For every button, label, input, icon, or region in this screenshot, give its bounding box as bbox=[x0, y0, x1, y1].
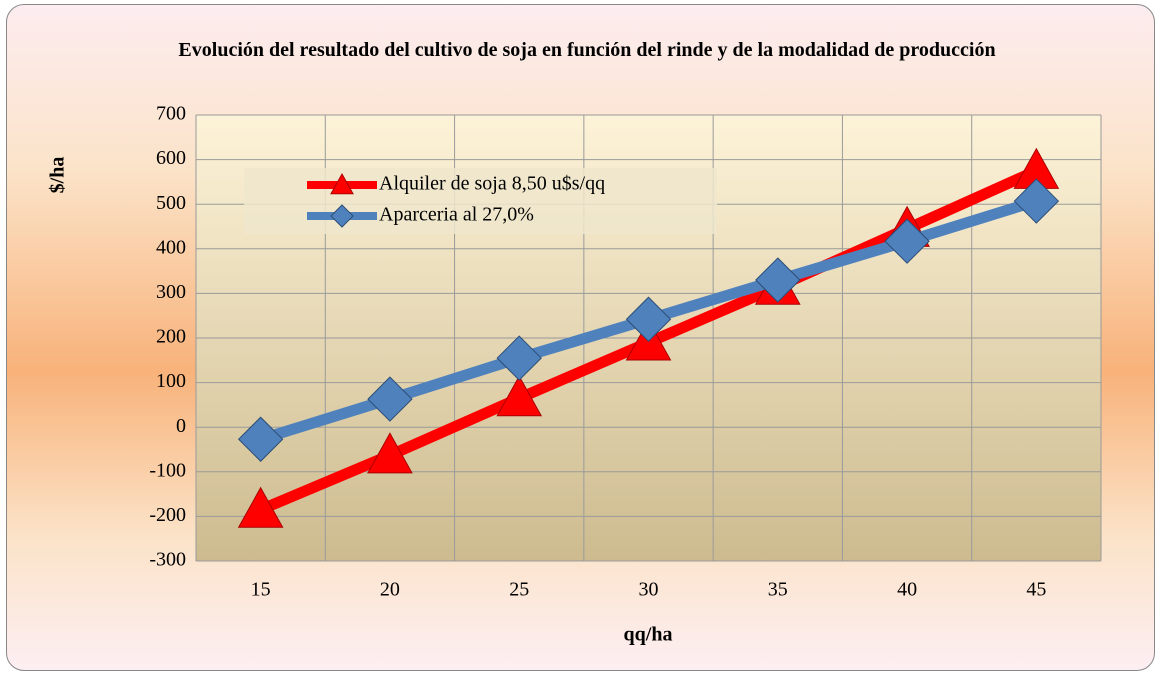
y-tick-label: 700 bbox=[156, 103, 186, 125]
marker bbox=[496, 375, 543, 417]
y-tick-label: -200 bbox=[149, 504, 186, 526]
y-tick-label: -300 bbox=[149, 549, 186, 571]
x-tick-label: 20 bbox=[380, 579, 400, 601]
x-tick-label: 25 bbox=[509, 579, 529, 601]
marker bbox=[1013, 178, 1060, 224]
marker bbox=[496, 335, 542, 381]
marker bbox=[625, 296, 672, 342]
y-tick-label: 600 bbox=[156, 147, 186, 169]
marker bbox=[330, 172, 354, 195]
y-tick-label: 100 bbox=[156, 370, 186, 392]
x-tick-label: 35 bbox=[768, 579, 788, 601]
legend-label: Aparceria al 27,0% bbox=[379, 204, 534, 226]
x-tick-label: 30 bbox=[639, 579, 659, 601]
x-tick-label: 40 bbox=[897, 579, 917, 601]
y-axis-title: $/ha bbox=[47, 157, 69, 194]
y-tick-label: 500 bbox=[156, 192, 186, 214]
chart-title: Evolución del resultado del cultivo de s… bbox=[178, 39, 996, 61]
y-tick-label: 200 bbox=[156, 326, 186, 348]
marker bbox=[367, 432, 413, 474]
legend-label: Alquiler de soja 8,50 u$s/qq bbox=[379, 173, 605, 195]
marker bbox=[755, 257, 801, 303]
marker bbox=[367, 376, 413, 422]
marker bbox=[237, 416, 284, 462]
y-tick-label: 400 bbox=[156, 236, 186, 258]
x-tick-label: 45 bbox=[1026, 579, 1046, 601]
x-axis-title: qq/ha bbox=[624, 624, 673, 646]
marker bbox=[330, 204, 354, 228]
x-tick-label: 15 bbox=[251, 579, 271, 601]
legend: Alquiler de soja 8,50 u$s/qq Aparceria al… bbox=[244, 168, 717, 234]
marker bbox=[237, 486, 284, 528]
y-tick-label: -100 bbox=[149, 459, 186, 481]
legend-box bbox=[244, 168, 717, 234]
y-tick-label: 0 bbox=[176, 415, 186, 437]
y-tick-label: 300 bbox=[156, 281, 186, 303]
marker bbox=[884, 218, 930, 264]
chart-frame: $/ha qq/ha -300 -200 -100 0 100 200 300 400 500 6… bbox=[6, 4, 1155, 671]
chart: $/ha qq/ha -300 -200 -100 0 100 200 300 400 500 6… bbox=[47, 103, 1102, 646]
